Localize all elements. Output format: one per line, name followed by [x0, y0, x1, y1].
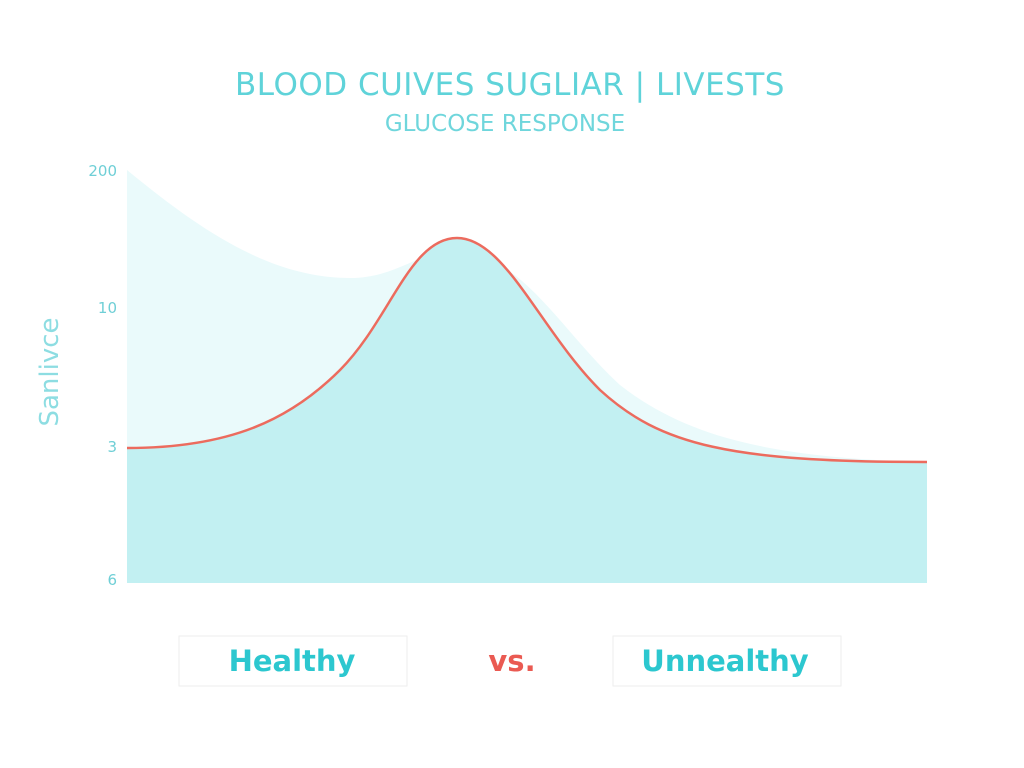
title: BLOOD CUIVES SUGLIAR | LIVESTS	[235, 67, 785, 103]
y-label: 6	[107, 571, 117, 589]
healthy-box	[178, 635, 408, 687]
y-label: 200	[88, 162, 117, 180]
subtitle: GLUCOSE RESPONSE	[385, 111, 625, 137]
curve-line	[126, 236, 928, 464]
foreground-area	[127, 238, 927, 583]
vs-label: vs.	[488, 644, 535, 678]
y-axis-label: Sanlivce	[35, 317, 65, 426]
y-label: 10	[98, 299, 117, 317]
healthy-label: Healthy	[229, 644, 356, 678]
unhealthy-label: Unnealthy	[641, 644, 809, 678]
unhealthy-box	[612, 635, 842, 687]
y-label: 3	[107, 438, 117, 456]
